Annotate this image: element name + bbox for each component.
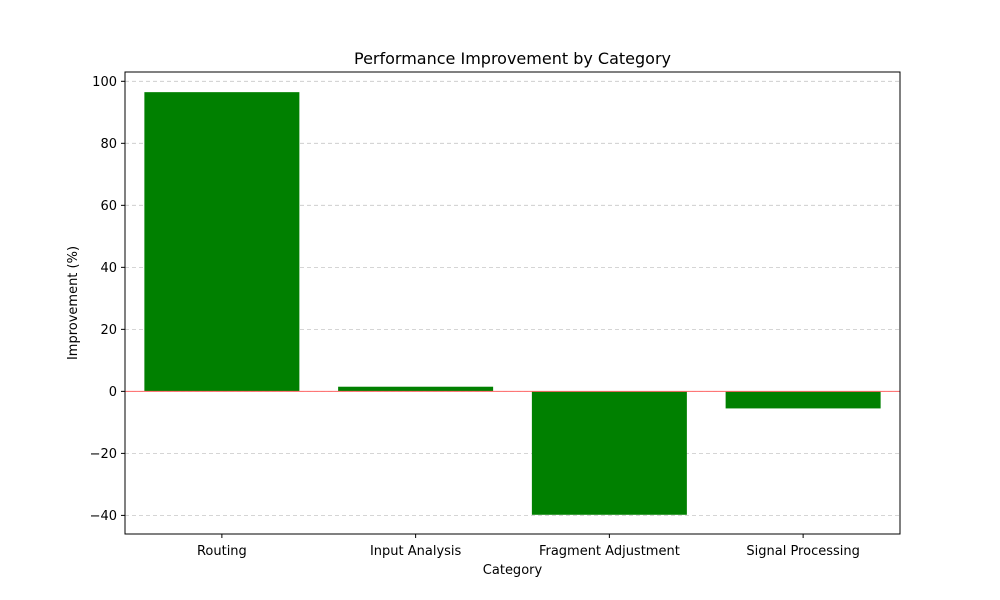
y-tick-label: −40 [90, 509, 117, 524]
x-tick-label: Signal Processing [746, 544, 859, 559]
x-tick-label: Fragment Adjustment [539, 544, 680, 559]
x-tick-label: Routing [197, 544, 247, 559]
bars-layer [144, 92, 881, 515]
y-tick-label: 20 [100, 323, 117, 338]
y-axis-ticks: −40 −20 0 20 40 60 80 100 [90, 75, 125, 524]
bar [144, 92, 300, 392]
y-tick-label: 0 [109, 385, 117, 400]
y-tick-label: −20 [90, 447, 117, 462]
y-axis-label: Improvement (%) [66, 246, 81, 360]
bar [338, 386, 494, 392]
y-tick-label: 60 [100, 199, 117, 214]
x-tick-label: Input Analysis [370, 544, 462, 559]
plot-frame [124, 71, 901, 535]
y-tick-label: 100 [92, 75, 117, 90]
x-axis-ticks: Routing Input Analysis Fragment Adjustment… [197, 534, 860, 559]
bar [725, 391, 881, 409]
x-axis-label: Category [483, 563, 543, 578]
bar [531, 391, 687, 515]
y-tick-label: 80 [100, 137, 117, 152]
y-tick-label: 40 [100, 261, 117, 276]
chart-title: Performance Improvement by Category [354, 49, 671, 68]
